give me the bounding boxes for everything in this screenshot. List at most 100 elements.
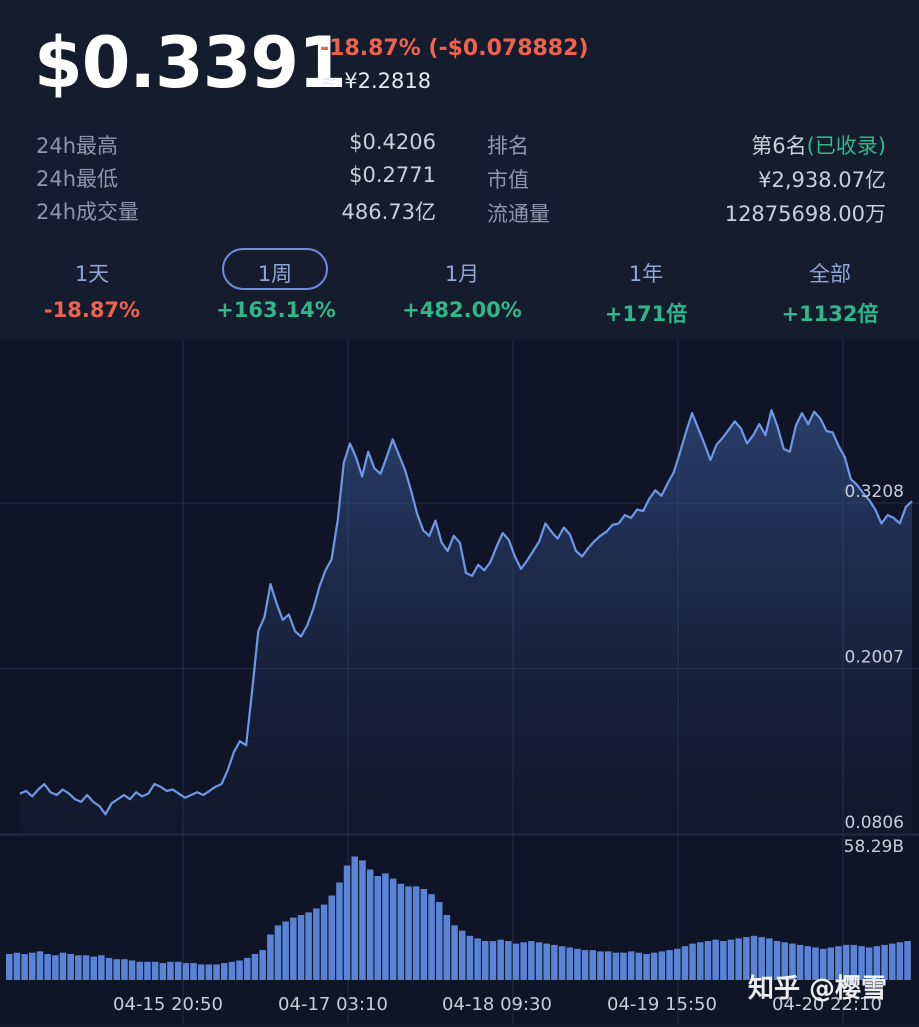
volume-bar bbox=[451, 925, 458, 980]
volume-bar bbox=[712, 939, 719, 980]
volume-bar bbox=[397, 883, 405, 980]
volume-bar bbox=[113, 959, 120, 980]
volume-bar bbox=[681, 946, 689, 980]
volume-bar bbox=[236, 960, 243, 980]
tab-all[interactable]: 全部 bbox=[809, 262, 851, 286]
volume-bar bbox=[896, 942, 904, 980]
volume-bar bbox=[328, 895, 335, 980]
volume-bar bbox=[320, 904, 328, 980]
volume-bar bbox=[850, 944, 858, 980]
volume-bar bbox=[144, 961, 151, 980]
tab-1w[interactable]: 1周 bbox=[257, 262, 293, 286]
volume-bar bbox=[412, 886, 420, 980]
volume-bar bbox=[290, 917, 297, 980]
volume-bar bbox=[251, 954, 259, 980]
y-tick-label: 0.0806 bbox=[845, 813, 904, 833]
volume-bar bbox=[781, 942, 788, 980]
volume-max-label: 58.29B bbox=[844, 837, 904, 857]
volume-bar bbox=[558, 946, 566, 980]
volume-bar bbox=[228, 961, 236, 980]
rank-note[interactable]: (已收录) bbox=[806, 134, 886, 158]
chart-area[interactable]: 0.3208 0.2007 0.0806 58.29B 04-15 20:50 04-17… bbox=[0, 340, 919, 1023]
volume-bar bbox=[6, 954, 13, 980]
volume-bar bbox=[374, 876, 381, 980]
volume-bar bbox=[297, 915, 305, 980]
volume-bar bbox=[750, 935, 758, 980]
volume-bar bbox=[551, 944, 558, 980]
tab-1m[interactable]: 1月 bbox=[444, 262, 480, 286]
volume-bar bbox=[167, 961, 174, 980]
volume-bar bbox=[343, 865, 351, 980]
rank-value[interactable]: 第6名(已收录) bbox=[600, 130, 886, 160]
volume-bar bbox=[474, 938, 481, 980]
volume-bar bbox=[205, 964, 213, 980]
volume-bar bbox=[136, 961, 143, 980]
volume-bar bbox=[428, 894, 435, 980]
price-area bbox=[19, 409, 913, 835]
volume-bar bbox=[274, 925, 282, 980]
low-label: 24h最低 bbox=[36, 167, 119, 191]
volume-bar bbox=[190, 963, 197, 980]
volume-bar bbox=[804, 946, 811, 980]
y-tick-label: 0.2007 bbox=[845, 648, 904, 668]
volume-bar bbox=[589, 950, 596, 980]
tab-1d[interactable]: 1天 bbox=[74, 262, 110, 286]
volume-bar bbox=[674, 948, 681, 980]
volume-bar bbox=[459, 930, 466, 980]
volume-bar bbox=[520, 942, 527, 980]
volume-bar bbox=[159, 963, 167, 980]
volume-bar bbox=[842, 944, 850, 980]
tab-1y[interactable]: 1年 bbox=[628, 262, 664, 286]
volume-bar bbox=[82, 955, 90, 980]
volume-bar bbox=[773, 941, 781, 980]
x-tick-label: 04-15 20:50 bbox=[113, 994, 223, 1015]
volume-bar bbox=[574, 948, 581, 980]
volume-bar bbox=[535, 942, 543, 980]
tab-1d-change: -18.87% bbox=[43, 298, 141, 322]
volume-bar bbox=[727, 939, 735, 980]
volume-bar bbox=[873, 946, 881, 980]
volume-bars bbox=[6, 856, 911, 980]
volume-bar bbox=[643, 954, 650, 980]
volume-bar bbox=[543, 943, 550, 980]
mcap-label: 市值 bbox=[487, 168, 529, 192]
volume-bar bbox=[512, 943, 520, 980]
volume-bar bbox=[21, 954, 28, 980]
volume-bar bbox=[697, 942, 704, 980]
volume-bar bbox=[466, 935, 474, 980]
volume-bar bbox=[704, 941, 712, 980]
volume-bar bbox=[604, 951, 612, 980]
volume-bar bbox=[904, 941, 911, 980]
volume-bar bbox=[366, 869, 374, 980]
chart-labels: 0.3208 0.2007 0.0806 58.29B 04-15 20:50 04-17… bbox=[113, 482, 904, 1015]
volume-bar bbox=[259, 950, 266, 980]
volume-bar bbox=[305, 912, 312, 980]
volume-bar bbox=[151, 961, 159, 980]
volume-bar bbox=[689, 943, 696, 980]
volume-bar bbox=[612, 952, 620, 980]
volume-bar bbox=[627, 951, 635, 980]
high-value: $0.4206 bbox=[349, 130, 436, 154]
price-area-fill bbox=[20, 410, 912, 835]
tab-1y-change: +171倍 bbox=[604, 302, 688, 326]
volume-bar bbox=[282, 921, 289, 980]
volume-bar bbox=[827, 947, 834, 980]
volume-bar bbox=[67, 954, 74, 980]
low-value: $0.2771 bbox=[349, 163, 436, 187]
volume-bar bbox=[566, 947, 573, 980]
volume-bar bbox=[13, 952, 21, 980]
volume-bar bbox=[581, 950, 589, 980]
volume-bar bbox=[128, 960, 136, 980]
volume-bar bbox=[889, 943, 896, 980]
x-tick-label: 04-17 03:10 bbox=[278, 994, 388, 1015]
volume-bar bbox=[90, 956, 97, 980]
volume-bar bbox=[620, 952, 627, 980]
current-price: $0.3391 bbox=[34, 22, 347, 104]
volume-value: 486.73亿 bbox=[341, 200, 436, 224]
volume-bar bbox=[75, 955, 82, 980]
watermark: 知乎 @樱雪 bbox=[748, 974, 888, 1004]
price-chart[interactable]: 0.3208 0.2007 0.0806 58.29B 04-15 20:50 04-17… bbox=[0, 340, 919, 1023]
volume-bar bbox=[351, 856, 358, 980]
volume-bar bbox=[267, 934, 274, 980]
volume-bar bbox=[313, 908, 320, 980]
